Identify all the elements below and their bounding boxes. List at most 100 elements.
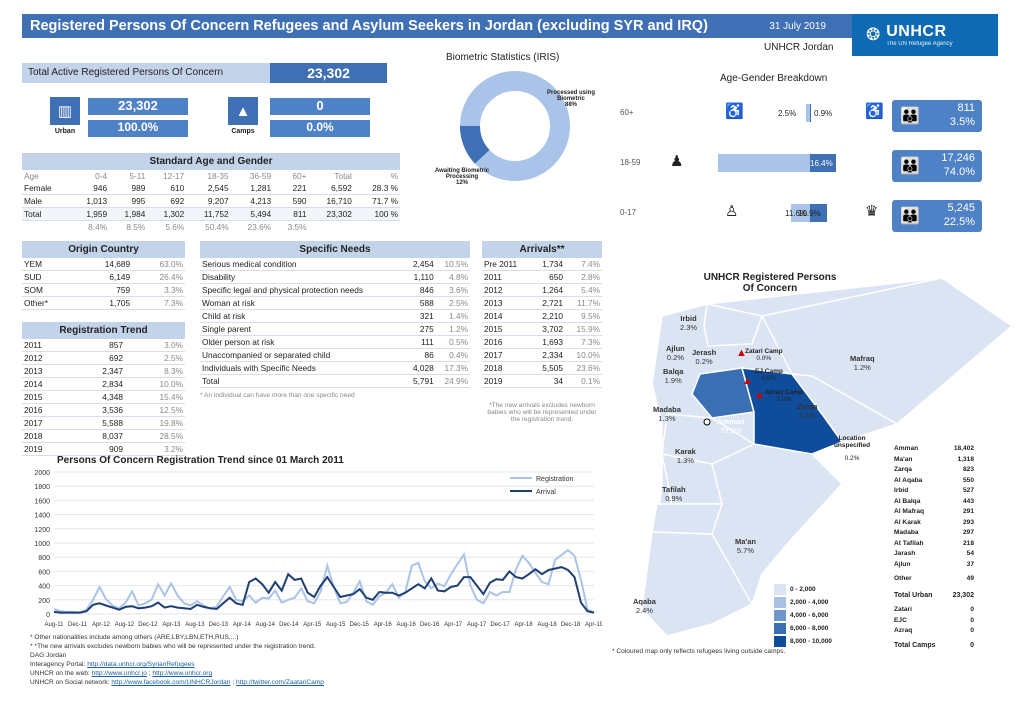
interagency-portal-link[interactable]: http://data.unhcr.org/SyrianRefugees xyxy=(87,661,195,668)
governorate-value: 49 xyxy=(966,575,974,582)
governorate-total-row: Amman 18,402 xyxy=(894,445,974,456)
table-header-cell: 60+ xyxy=(292,171,307,181)
age-total-box xyxy=(892,200,982,232)
footer-label-2: UNHCR on the web: xyxy=(30,670,90,677)
table-cell: Woman at risk xyxy=(202,298,255,308)
governorate-total-row: Al Aqaba 550 xyxy=(894,477,974,488)
governorate-name: Al Balqa xyxy=(894,497,921,505)
female-percent: 10.9% xyxy=(798,209,821,218)
table-row: Total 5,791 24.9% xyxy=(200,375,470,388)
footer-note-3: DAG Jordan xyxy=(30,652,67,659)
x-tick-label: Dec-12 xyxy=(138,622,158,628)
urban-buildings-icon: ▥ xyxy=(50,97,80,125)
awaiting-pct: 12% xyxy=(455,180,468,186)
table-cell: 5,588 xyxy=(102,418,123,428)
zatari-camp-icon: ▲ xyxy=(736,347,747,359)
total-value: 23,302 xyxy=(270,63,387,83)
age-total-percent: 3.5% xyxy=(949,116,975,128)
twitter-link[interactable]: http://twitter.com/ZaatariCamp xyxy=(235,679,324,686)
table-cell: Serious medical condition xyxy=(202,259,297,269)
table-cell: 857 xyxy=(109,340,123,350)
table-header-cell: Age xyxy=(24,171,39,181)
table-cell: 1,959 xyxy=(86,209,108,219)
table-row: SOM 759 3.3% xyxy=(22,284,185,297)
age-total-value: 811 xyxy=(957,102,975,114)
report-date: 31 July 2019 xyxy=(769,20,826,32)
governorate-value: 18,402 xyxy=(953,445,974,452)
table-cell: 11.7% xyxy=(577,298,600,308)
unhcr-jo-link[interactable]: http://www.unhcr.jo xyxy=(91,670,147,677)
map-region-label: Karak 1.3% xyxy=(675,447,696,465)
table-cell: 2,334 xyxy=(542,350,564,360)
x-tick-label: Apr-16 xyxy=(374,622,393,628)
governorate-totals: Amman 18,402 Ma'an 1,318 Zarqa 823 Al Aqaba 550… xyxy=(894,445,974,652)
table-cell: Individuals with Specific Needs xyxy=(202,363,316,373)
table-cell: 6,592 xyxy=(331,183,352,193)
biometric-awaiting: Awaiting Biometric Processing 12% xyxy=(427,168,497,186)
table-cell: 2,347 xyxy=(102,366,123,376)
table-row: YEM 14,689 63.0% xyxy=(22,258,185,271)
legend-item: 4,000 - 6,000 xyxy=(774,609,832,622)
unhcr-org-link[interactable]: http://www.unhcr.org xyxy=(152,670,213,677)
governorate-value: 550 xyxy=(962,476,974,484)
table-cell: 2019 xyxy=(24,444,43,454)
legend-range-label: 0 - 2,000 xyxy=(790,586,816,593)
table-row: 2013 2,347 8.3% xyxy=(22,365,185,378)
camps-label: Camps xyxy=(231,128,255,135)
facebook-link[interactable]: http://www.facebook.com/UNHCRJordan xyxy=(111,679,231,686)
map-region-zarqa xyxy=(790,373,899,443)
table-cell: 19.8% xyxy=(159,418,183,428)
table-row: Child at risk 321 1.4% xyxy=(200,310,470,323)
table-cell: 811 xyxy=(293,209,307,219)
table-cell: 3.5% xyxy=(287,222,307,232)
governorate-value: 0 xyxy=(970,616,974,624)
table-row: 2017 5,588 19.8% xyxy=(22,417,185,430)
table-cell: Specific legal and physical protection n… xyxy=(202,285,363,295)
table-cell: 2018 xyxy=(24,431,43,441)
male-bar xyxy=(791,204,810,222)
map-region-irbid xyxy=(703,303,763,347)
table-cell: 995 xyxy=(131,196,146,206)
table-row: 2017 2,334 10.0% xyxy=(482,349,602,362)
logo-text: UNHCR xyxy=(886,23,947,40)
age-gender-title: Age-Gender Breakdown xyxy=(720,73,828,84)
age-total-box xyxy=(892,150,982,182)
biometric-donut xyxy=(460,71,570,181)
governorate-total-row: EJC 0 xyxy=(894,617,974,628)
table-cell: 1,705 xyxy=(109,298,131,308)
table-cell: 8.3% xyxy=(164,366,183,376)
legend-range-label: 6,000 - 8,000 xyxy=(790,625,829,632)
table-cell: Female xyxy=(24,183,52,193)
table-cell: Unaccompanied or separated child xyxy=(202,350,331,360)
table-cell: 2011 xyxy=(24,340,42,350)
governorate-total-row: Al Karak 293 xyxy=(894,519,974,530)
footer-note-1: * Other nationalities include among othe… xyxy=(30,634,239,641)
x-tick-label: Dec-13 xyxy=(209,622,229,628)
age-range-label: 18-59 xyxy=(620,158,641,167)
biometric-processed: Processed using Biometric 88% xyxy=(540,90,602,108)
table-cell: 2011 xyxy=(484,272,502,282)
map-region-label: Ma'an 5.7% xyxy=(735,537,756,555)
y-tick-label: 600 xyxy=(38,569,50,576)
governorate-name: Al Karak xyxy=(894,518,921,526)
legend-range-label: 8,000 - 10,000 xyxy=(790,638,832,645)
y-tick-label: 1400 xyxy=(34,513,50,520)
table-row: Total 1,959 1,984 1,302 11,752 5,494 811 23,302… xyxy=(22,207,400,221)
table-row: 2011 650 2.8% xyxy=(482,271,602,284)
table-row: Male 1,013 995 692 9,207 4,213 590 16,710 71.7 % xyxy=(22,195,400,208)
table-row: Female 946 989 610 2,545 1,281 221 6,592 28.3 % xyxy=(22,182,400,195)
table-cell: 2,834 xyxy=(102,379,123,389)
table-header-cell: 0-4 xyxy=(95,171,108,181)
table-cell: 9.5% xyxy=(581,311,600,321)
table-row: Disability 1,110 4.8% xyxy=(200,271,470,284)
table-cell: 989 xyxy=(131,183,146,193)
legend-item: 8,000 - 10,000 xyxy=(774,635,832,648)
camps-percent: 0.0% xyxy=(270,120,370,137)
arrivals-panel: Arrivals** Pre 2011 1,734 7.4% 2011 650 2.8% 2… xyxy=(482,241,602,423)
table-cell: 321 xyxy=(419,311,434,321)
male-percent: 57.6% xyxy=(690,159,713,168)
table-cell: 0.5% xyxy=(449,337,468,347)
table-header-row: Age 0-4 5-11 12-17 18-35 36-59 60+ Total% xyxy=(22,170,400,182)
map-legend: 0 - 2,000 2,000 - 4,000 4,000 - 6,000 6,000… xyxy=(774,583,832,648)
table-cell: 1,302 xyxy=(163,209,185,219)
